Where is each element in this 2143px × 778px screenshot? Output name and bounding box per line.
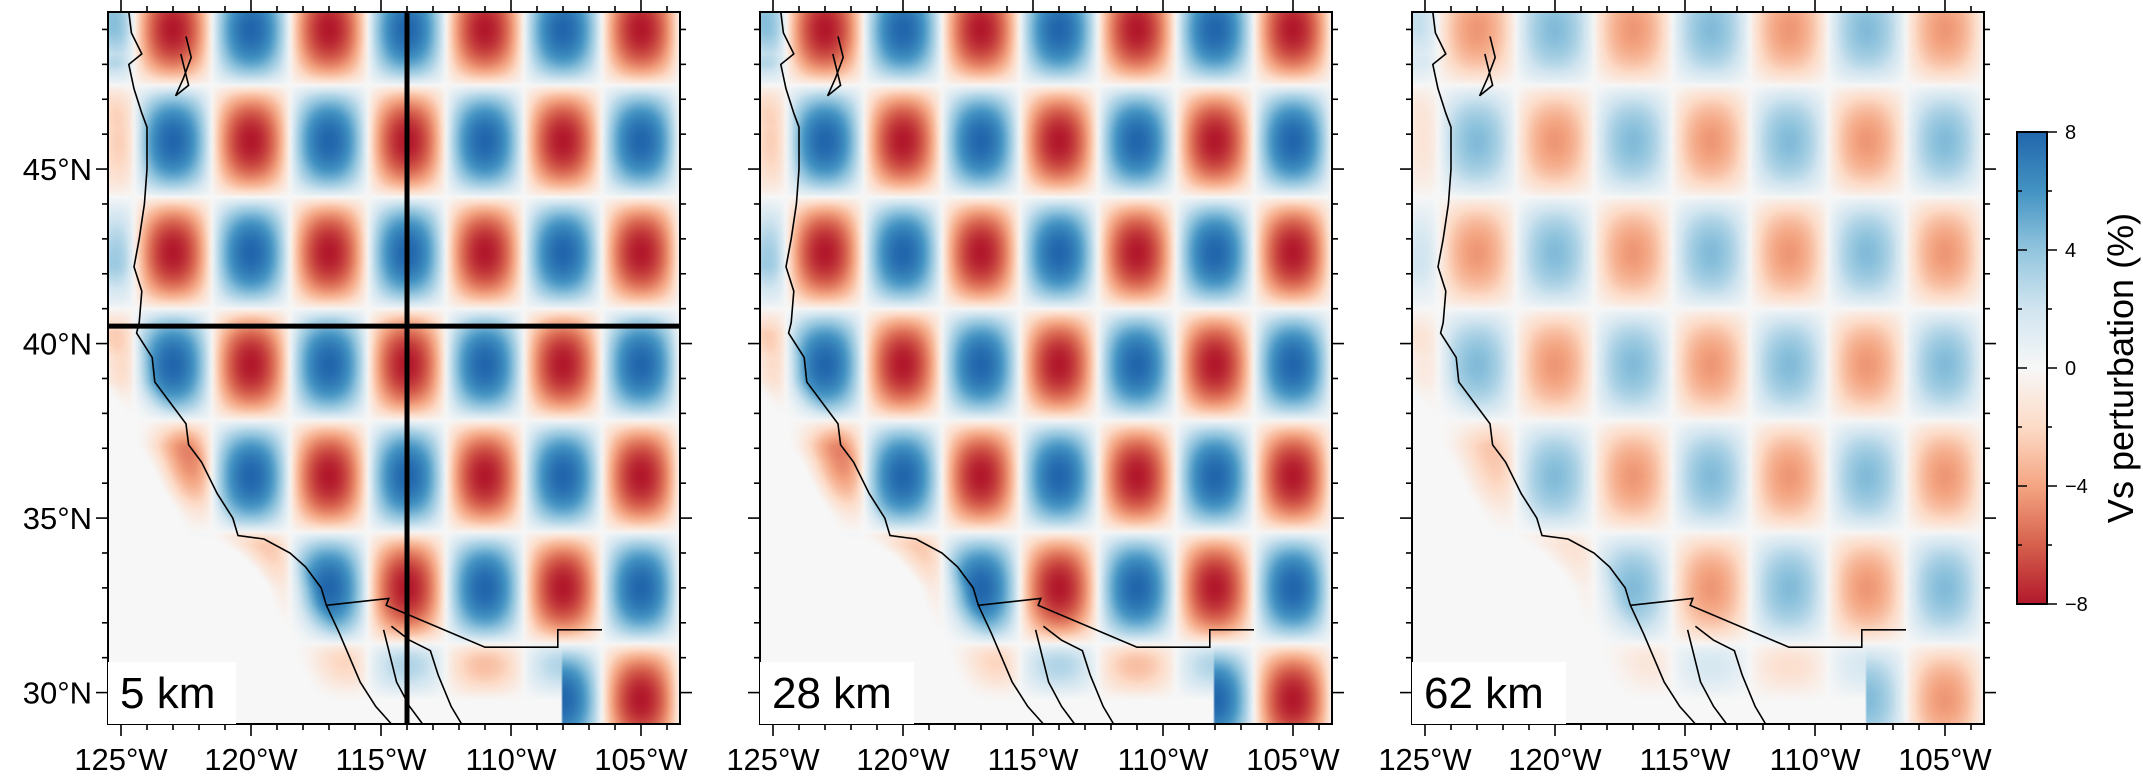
x-tick-label: 115°W: [335, 742, 427, 777]
axis-ticks: [96, 0, 692, 736]
map-frame: [759, 11, 1333, 725]
depth-label-box: [108, 662, 236, 724]
x-tick-label: 120°W: [204, 742, 298, 777]
y-tick-label: 30°N: [23, 676, 92, 711]
x-tick-label: 125°W: [726, 742, 820, 777]
x-tick-label: 120°W: [856, 742, 950, 777]
depth-label: 5 km: [120, 669, 215, 718]
x-tick-label: 110°W: [1769, 742, 1861, 777]
depth-label-box: [1412, 662, 1566, 724]
vs-perturbation-raster: [760, 12, 1332, 724]
map-panel-3: 125°W 120°W 115°W 110°W 105°W 62 km: [1378, 0, 1996, 777]
depth-label: 28 km: [772, 669, 892, 718]
y-tick-label: 45°N: [23, 152, 92, 187]
map-panel-2: 125°W 120°W 115°W 110°W 105°W 28 km: [726, 0, 1344, 777]
colorbar-tick-label: 0: [2065, 358, 2076, 380]
x-tick-label: 115°W: [1639, 742, 1731, 777]
colorbar-tick-label: 8: [2065, 122, 2076, 144]
x-tick-label: 110°W: [1117, 742, 1209, 777]
x-tick-label: 120°W: [1508, 742, 1602, 777]
axis-ticks: [748, 0, 1344, 736]
depth-label-box: [760, 662, 914, 724]
colorbar-tick-label: −4: [2065, 476, 2088, 498]
axis-ticks: [1400, 0, 1996, 736]
map-frame: [1411, 11, 1985, 725]
y-tick-label: 40°N: [23, 327, 92, 362]
coastline: [1431, 11, 1906, 725]
x-tick-label: 105°W: [594, 742, 688, 777]
colorbar-ticks: [2017, 131, 2057, 605]
depth-label: 62 km: [1424, 669, 1544, 718]
x-tick-label: 125°W: [74, 742, 168, 777]
vs-perturbation-raster: [1412, 12, 1984, 724]
x-tick-label: 105°W: [1898, 742, 1992, 777]
x-tick-label: 105°W: [1246, 742, 1340, 777]
colorbar-tick-label: −8: [2065, 594, 2088, 616]
coastline: [779, 11, 1254, 725]
colorbar-title: Vs perturbation (%): [2100, 213, 2141, 523]
map-frame: [107, 11, 681, 725]
x-tick-label: 115°W: [987, 742, 1079, 777]
map-panel-1: 125°W 120°W 115°W 110°W 105°W 30°N 35°N 40°N 45°…: [23, 0, 692, 777]
x-tick-label: 125°W: [1378, 742, 1472, 777]
map-panels: 125°W 120°W 115°W 110°W 105°W 30°N 35°N 40°N 45°…: [23, 0, 1996, 777]
colorbar-tick-label: 4: [2065, 240, 2076, 262]
vs-perturbation-raster: [108, 12, 680, 724]
x-tick-label: 110°W: [465, 742, 557, 777]
colorbar: 8 4 0 −4 −8 Vs perturbation (%): [2016, 122, 2141, 616]
y-tick-label: 35°N: [23, 501, 92, 536]
